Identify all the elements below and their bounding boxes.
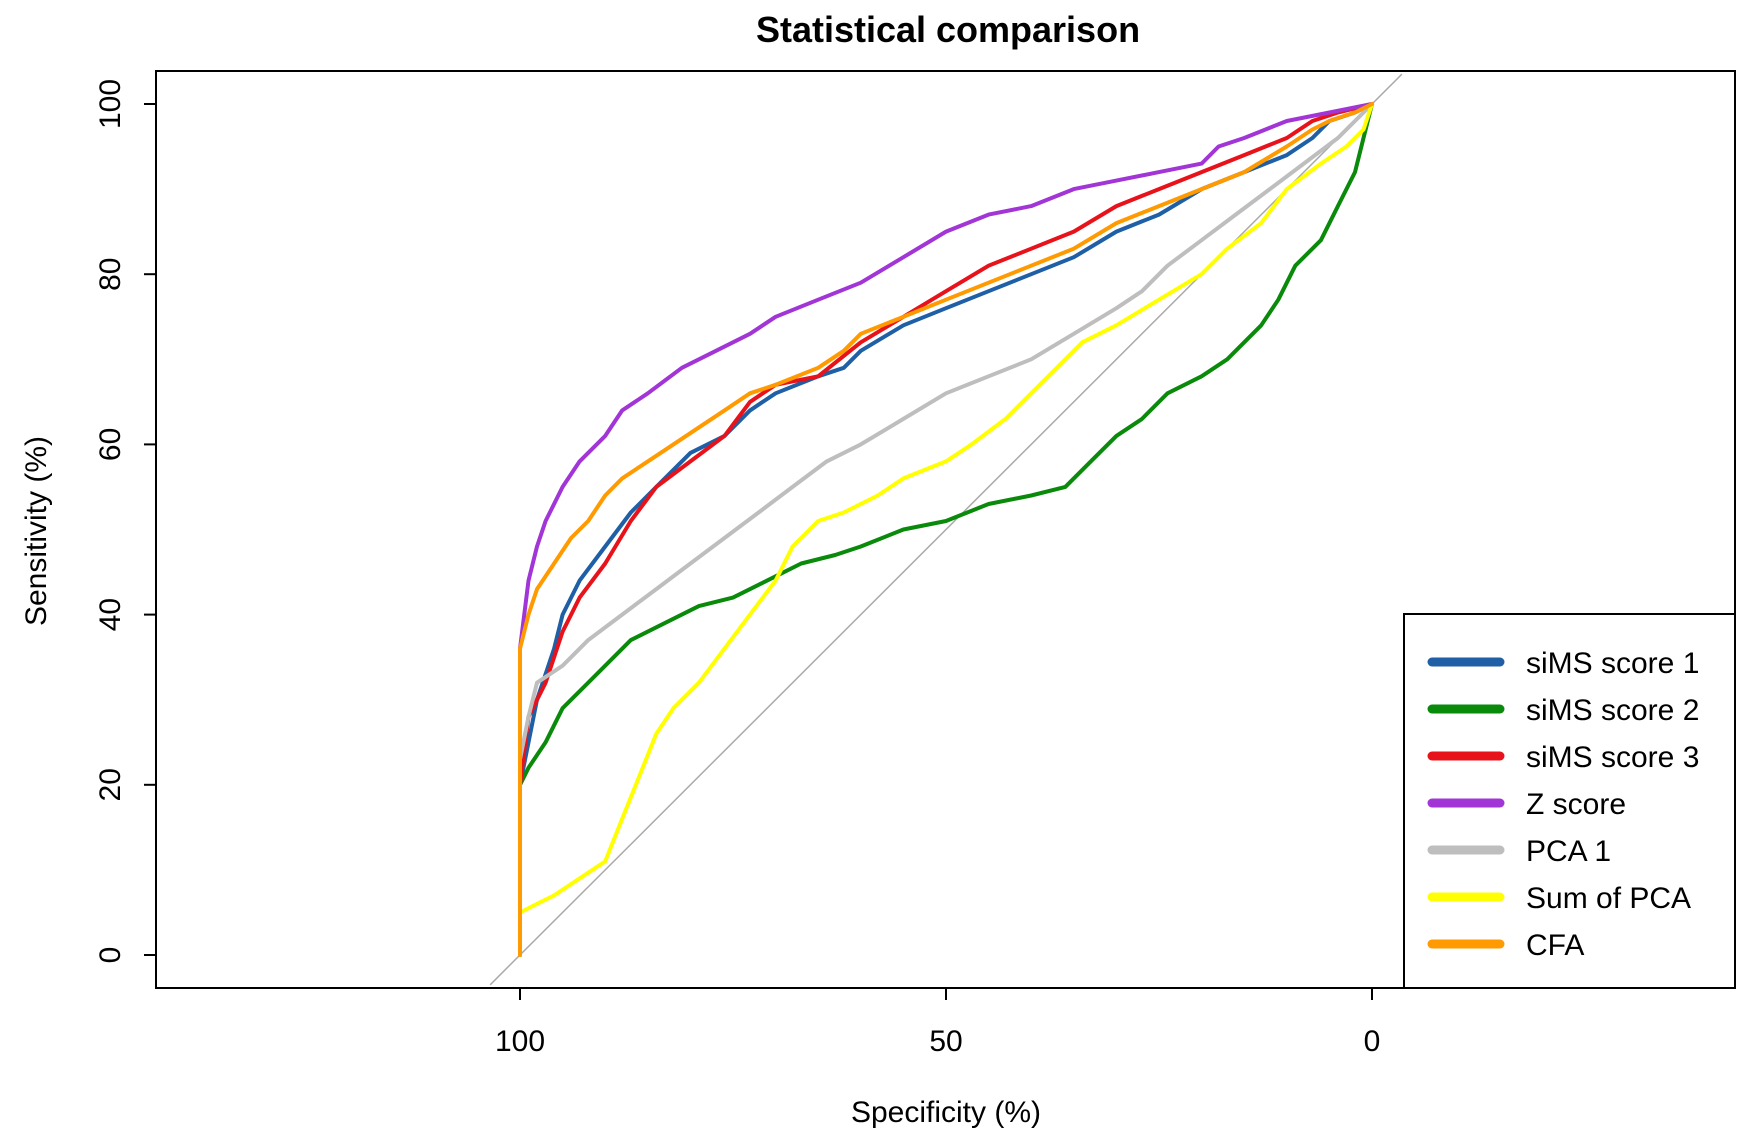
series-line-4	[518, 102, 1374, 957]
legend-label: Sum of PCA	[1526, 882, 1691, 915]
y-axis-label: Sensitivity (%)	[20, 436, 53, 626]
x-tick-label: 0	[1364, 1025, 1381, 1058]
y-tick-label: 20	[94, 768, 127, 801]
y-tick-label: 100	[94, 79, 127, 129]
legend: siMS score 1 siMS score 2 siMS score 3 Z sc…	[1403, 613, 1736, 989]
legend-label: siMS score 3	[1526, 741, 1699, 774]
legend-label: Z score	[1526, 788, 1626, 821]
series-line-6	[518, 102, 1374, 957]
x-axis-label: Specificity (%)	[851, 1096, 1041, 1129]
series-line-3	[518, 102, 1374, 957]
series-lines	[518, 102, 1374, 957]
y-tick-label: 80	[94, 258, 127, 291]
legend-label: PCA 1	[1526, 835, 1611, 868]
x-tick-label: 100	[495, 1025, 545, 1058]
x-tick-label: 50	[929, 1025, 962, 1058]
x-axis: 100 50 0	[495, 988, 1380, 1058]
y-tick-label: 60	[94, 428, 127, 461]
legend-label: siMS score 1	[1526, 647, 1699, 680]
y-tick-label: 40	[94, 598, 127, 631]
legend-label: siMS score 2	[1526, 694, 1699, 727]
reference-diagonal	[489, 73, 1403, 986]
legend-label: CFA	[1526, 929, 1584, 962]
diagonal-reference-line	[489, 73, 1403, 986]
y-axis: 0 20 40 60 80 100	[94, 79, 156, 963]
y-tick-label: 0	[94, 947, 127, 964]
series-line-5	[518, 102, 1374, 957]
series-line-7	[518, 102, 1374, 957]
series-line-2	[518, 102, 1374, 957]
chart-title: Statistical comparison	[756, 9, 1140, 50]
